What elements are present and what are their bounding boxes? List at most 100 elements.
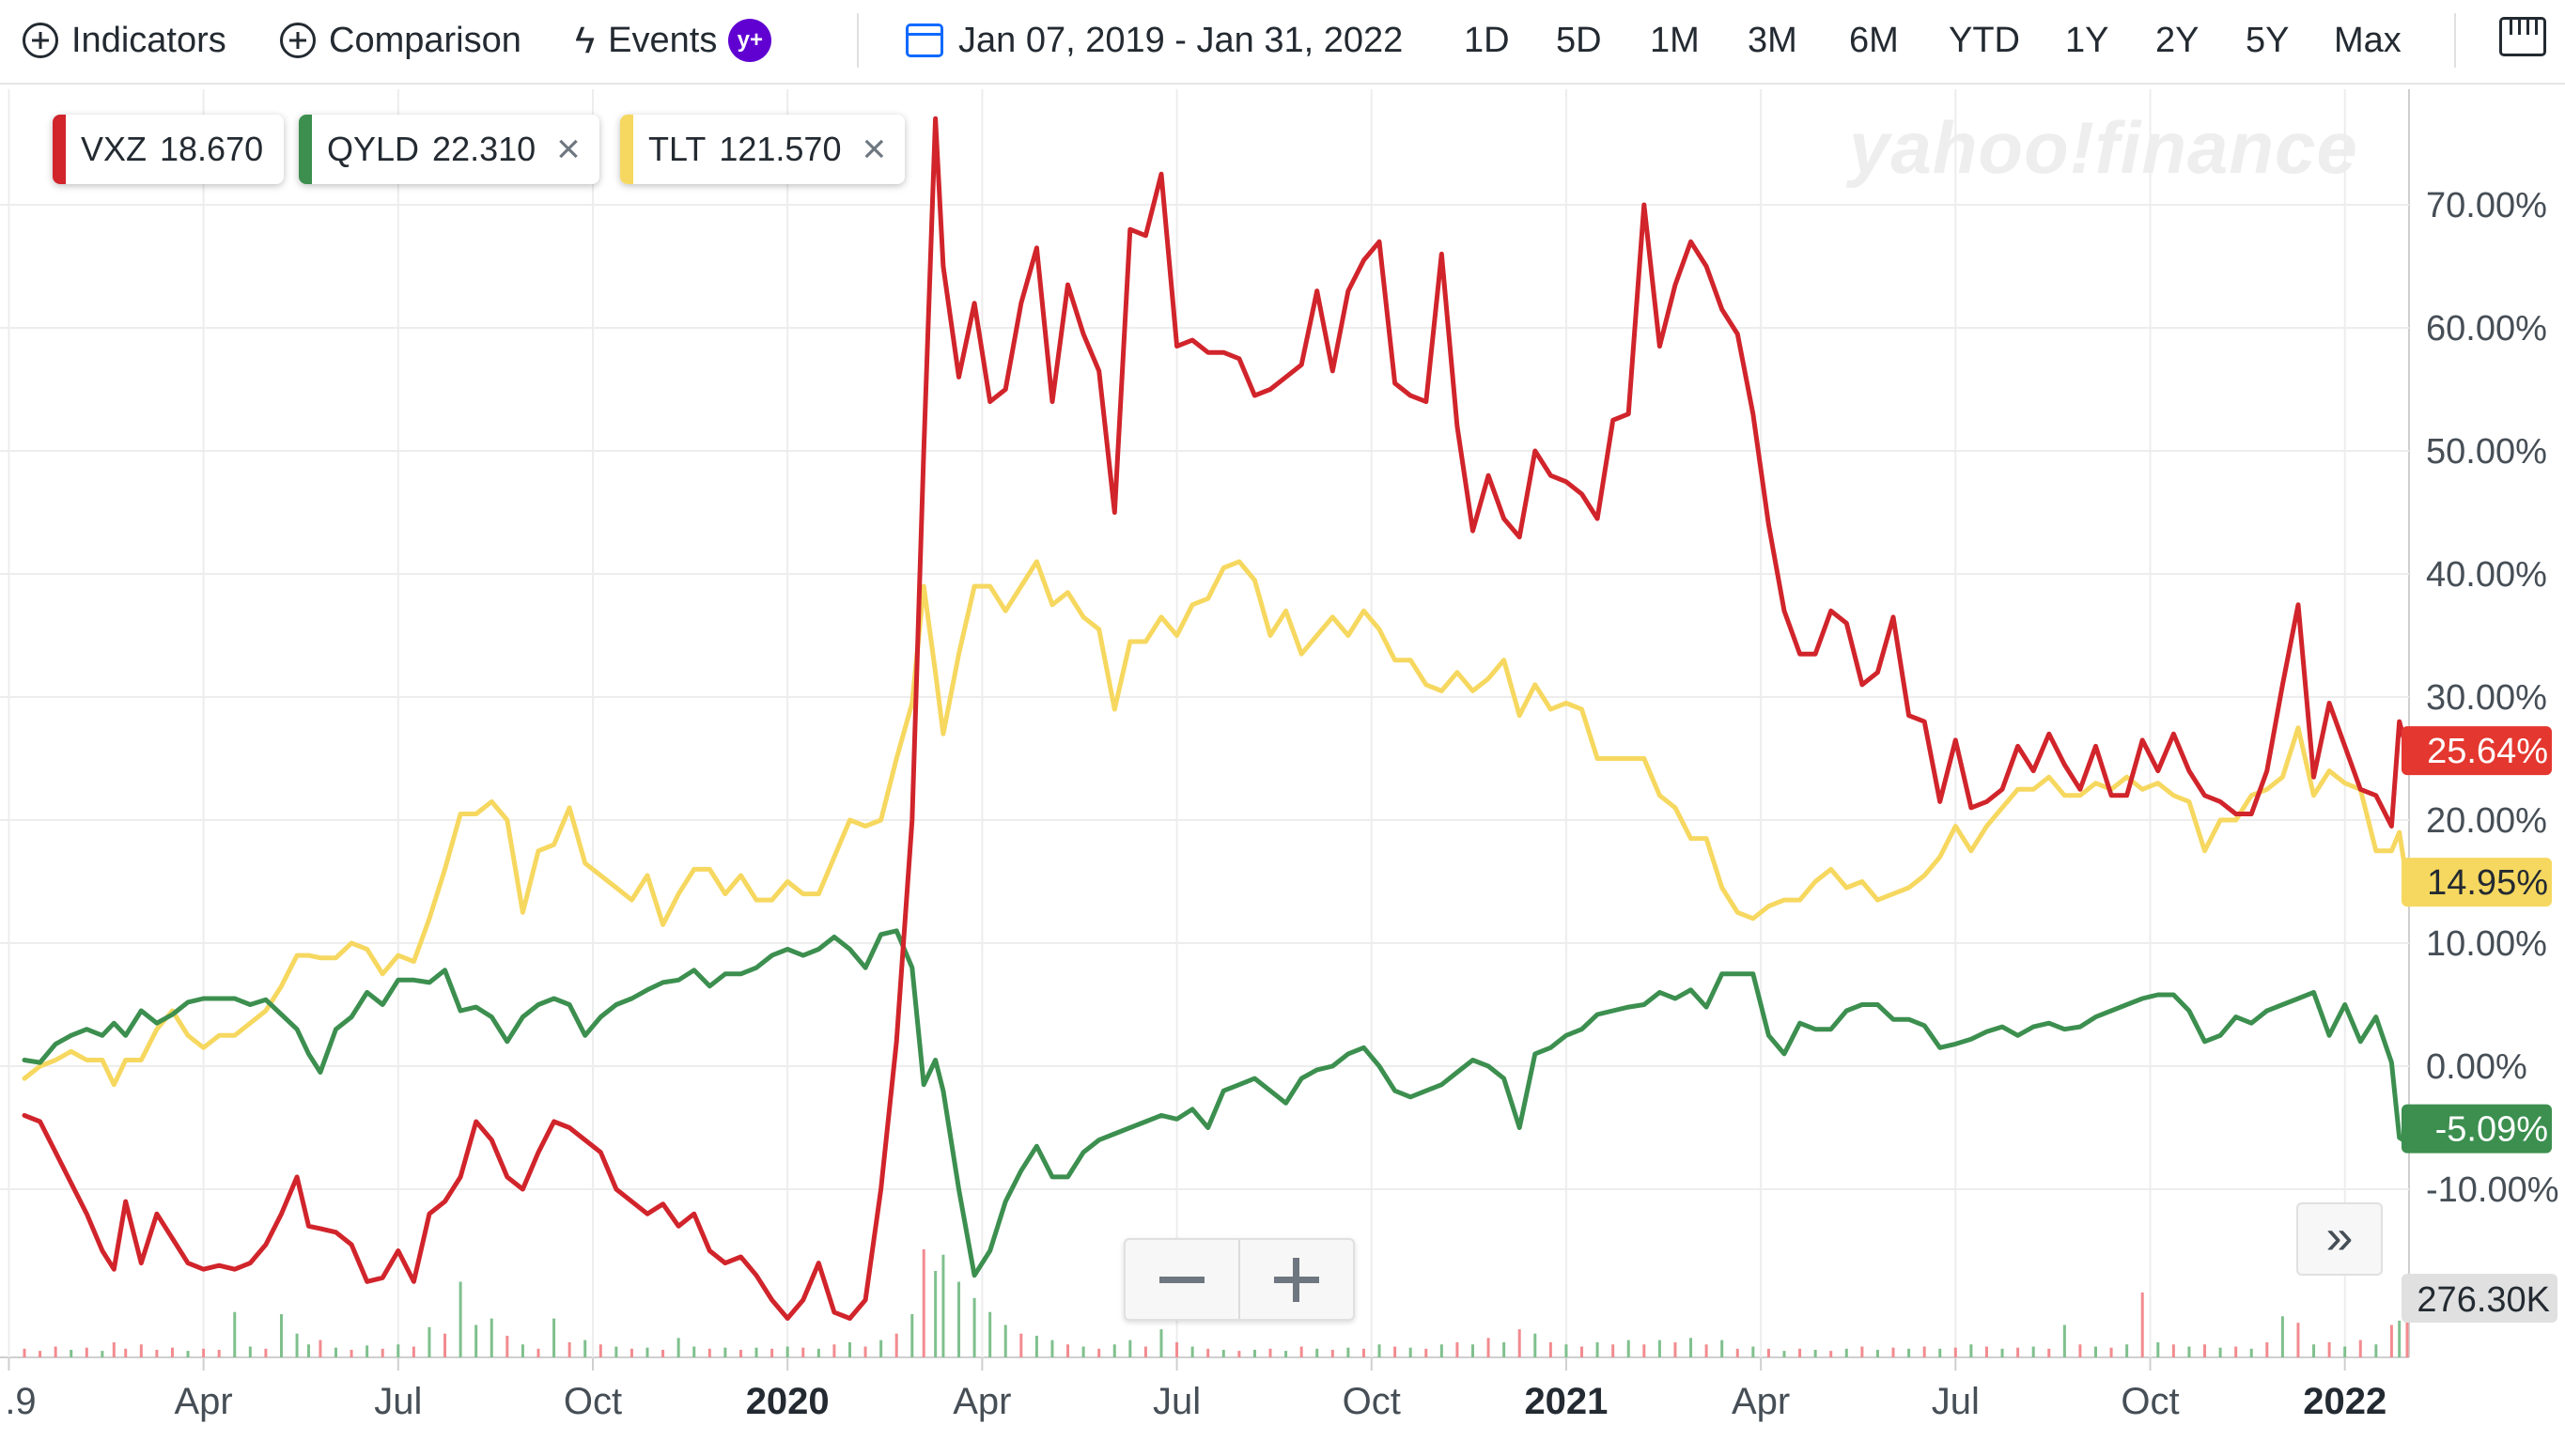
- volume-bar: [614, 1346, 618, 1357]
- volume-bar: [1626, 1340, 1630, 1357]
- volume-bar: [2125, 1344, 2129, 1357]
- volume-bar: [2343, 1346, 2347, 1357]
- volume-bar: [112, 1341, 116, 1357]
- range-button-1m[interactable]: 1M: [1650, 21, 1700, 60]
- range-button-5d[interactable]: 5D: [1556, 21, 1602, 60]
- toolbar-divider: [2454, 13, 2456, 68]
- lightning-icon: ϟ: [575, 19, 596, 61]
- x-tick-label: Apr: [953, 1381, 1011, 1422]
- range-button-1d[interactable]: 1D: [1464, 21, 1510, 60]
- volume-bar: [233, 1311, 237, 1357]
- zoom-in-button[interactable]: [1240, 1240, 1353, 1319]
- x-tick-label: 2020: [746, 1381, 830, 1422]
- volume-bar: [1034, 1336, 1038, 1357]
- volume-bar: [941, 1254, 945, 1357]
- volume-bar: [443, 1333, 447, 1357]
- tlt-price-badge-text: 14.95%: [2427, 863, 2548, 903]
- legend-chip-vxz[interactable]: VXZ 18.670: [53, 115, 285, 184]
- volume-bar: [738, 1349, 742, 1357]
- volume-bar: [2156, 1341, 2160, 1357]
- date-range-picker[interactable]: Jan 07, 2019 - Jan 31, 2022: [906, 17, 1403, 64]
- drawing-tools-icon[interactable]: [2499, 17, 2546, 56]
- expand-chart-button[interactable]: »: [2296, 1202, 2383, 1276]
- volume-bar: [1595, 1341, 1599, 1357]
- legend-chip-tlt[interactable]: TLT 121.570 ×: [620, 115, 906, 184]
- volume-bar: [306, 1344, 310, 1357]
- volume-bar: [1003, 1324, 1007, 1357]
- volume-bar: [2109, 1347, 2113, 1357]
- volume-bars: [23, 1249, 2409, 1357]
- volume-bar: [922, 1249, 925, 1357]
- legend-chip-qyld[interactable]: QYLD 22.310 ×: [299, 115, 599, 184]
- volume-bar: [365, 1345, 369, 1357]
- x-tick-label: Oct: [2121, 1381, 2179, 1422]
- volume-bar: [1657, 1340, 1661, 1357]
- range-button-max[interactable]: Max: [2334, 21, 2402, 60]
- volume-bar: [1159, 1329, 1163, 1357]
- volume-bar: [2389, 1324, 2393, 1357]
- volume-bar: [1330, 1349, 1334, 1357]
- volume-badge: 276.30K: [2402, 1274, 2557, 1323]
- events-button[interactable]: ϟ Events y+: [575, 17, 772, 64]
- range-button-1y[interactable]: 1Y: [2065, 21, 2109, 60]
- volume-bar: [2000, 1348, 2004, 1357]
- volume-bar: [85, 1347, 88, 1357]
- comparison-button[interactable]: Comparison: [280, 17, 521, 64]
- volume-bar: [863, 1346, 867, 1357]
- double-chevron-right-icon: »: [2325, 1210, 2354, 1264]
- indicators-button[interactable]: Indicators: [23, 17, 226, 64]
- qyld-price-badge-bg: [2402, 1104, 2552, 1154]
- vxz-price-badge: 25.64%: [2402, 726, 2552, 776]
- volume-bar: [1424, 1348, 1428, 1357]
- x-tick-label: .9: [5, 1381, 36, 1422]
- volume-bar: [630, 1348, 633, 1357]
- series-color-swatch: [620, 115, 633, 184]
- x-tick-label: 2021: [1524, 1381, 1608, 1422]
- volume-bar: [459, 1281, 462, 1357]
- y-axis: 70.00% 60.00% 50.00% 40.00% 30.00% 20.00% 10.0…: [2426, 186, 2559, 1210]
- volume-badge-bg: [2402, 1274, 2557, 1323]
- volume-bar: [54, 1346, 57, 1357]
- volume-bar: [934, 1271, 938, 1357]
- zoom-out-button[interactable]: [1126, 1240, 1240, 1319]
- volume-bar: [412, 1346, 415, 1357]
- range-button-5y[interactable]: 5Y: [2246, 21, 2290, 60]
- volume-bar: [1673, 1341, 1677, 1357]
- legend-value: 121.570: [719, 130, 842, 168]
- volume-bar: [1502, 1341, 1506, 1357]
- volume-bar: [723, 1347, 727, 1357]
- volume-bar: [2203, 1344, 2207, 1357]
- volume-bar: [1953, 1347, 1957, 1357]
- remove-tlt-close-icon[interactable]: ×: [862, 126, 887, 172]
- series-line-tlt: [22, 559, 2410, 1088]
- volume-bar: [2062, 1324, 2066, 1357]
- volume-bar: [1377, 1344, 1381, 1357]
- volume-bar: [1439, 1344, 1443, 1357]
- remove-qyld-close-icon[interactable]: ×: [556, 126, 581, 172]
- volume-bar: [1393, 1346, 1397, 1357]
- volume-bar: [1346, 1347, 1350, 1357]
- volume-bar: [1128, 1340, 1132, 1357]
- range-button-6m[interactable]: 6M: [1849, 21, 1899, 60]
- range-button-ytd[interactable]: YTD: [1949, 21, 2020, 60]
- range-button-2y[interactable]: 2Y: [2155, 21, 2200, 60]
- date-range-label: Jan 07, 2019 - Jan 31, 2022: [958, 20, 1404, 60]
- y-tick-label: 40.00%: [2426, 555, 2547, 595]
- volume-bar: [661, 1349, 665, 1357]
- tlt-price-badge: 14.95%: [2402, 858, 2552, 907]
- volume-bar: [295, 1333, 299, 1357]
- volume-bar: [1922, 1346, 1926, 1357]
- volume-bar: [1097, 1348, 1101, 1357]
- x-tick-label: Oct: [564, 1381, 622, 1422]
- volume-bar: [583, 1340, 587, 1357]
- volume-bar: [217, 1349, 221, 1357]
- volume-bar: [676, 1338, 680, 1357]
- series-lines: [22, 116, 2410, 1321]
- volume-bar: [1766, 1348, 1770, 1357]
- volume-bar: [1875, 1349, 1879, 1357]
- volume-bar: [1252, 1349, 1256, 1357]
- range-button-3m[interactable]: 3M: [1748, 21, 1797, 60]
- volume-bar: [598, 1344, 602, 1357]
- volume-bar: [1751, 1346, 1755, 1357]
